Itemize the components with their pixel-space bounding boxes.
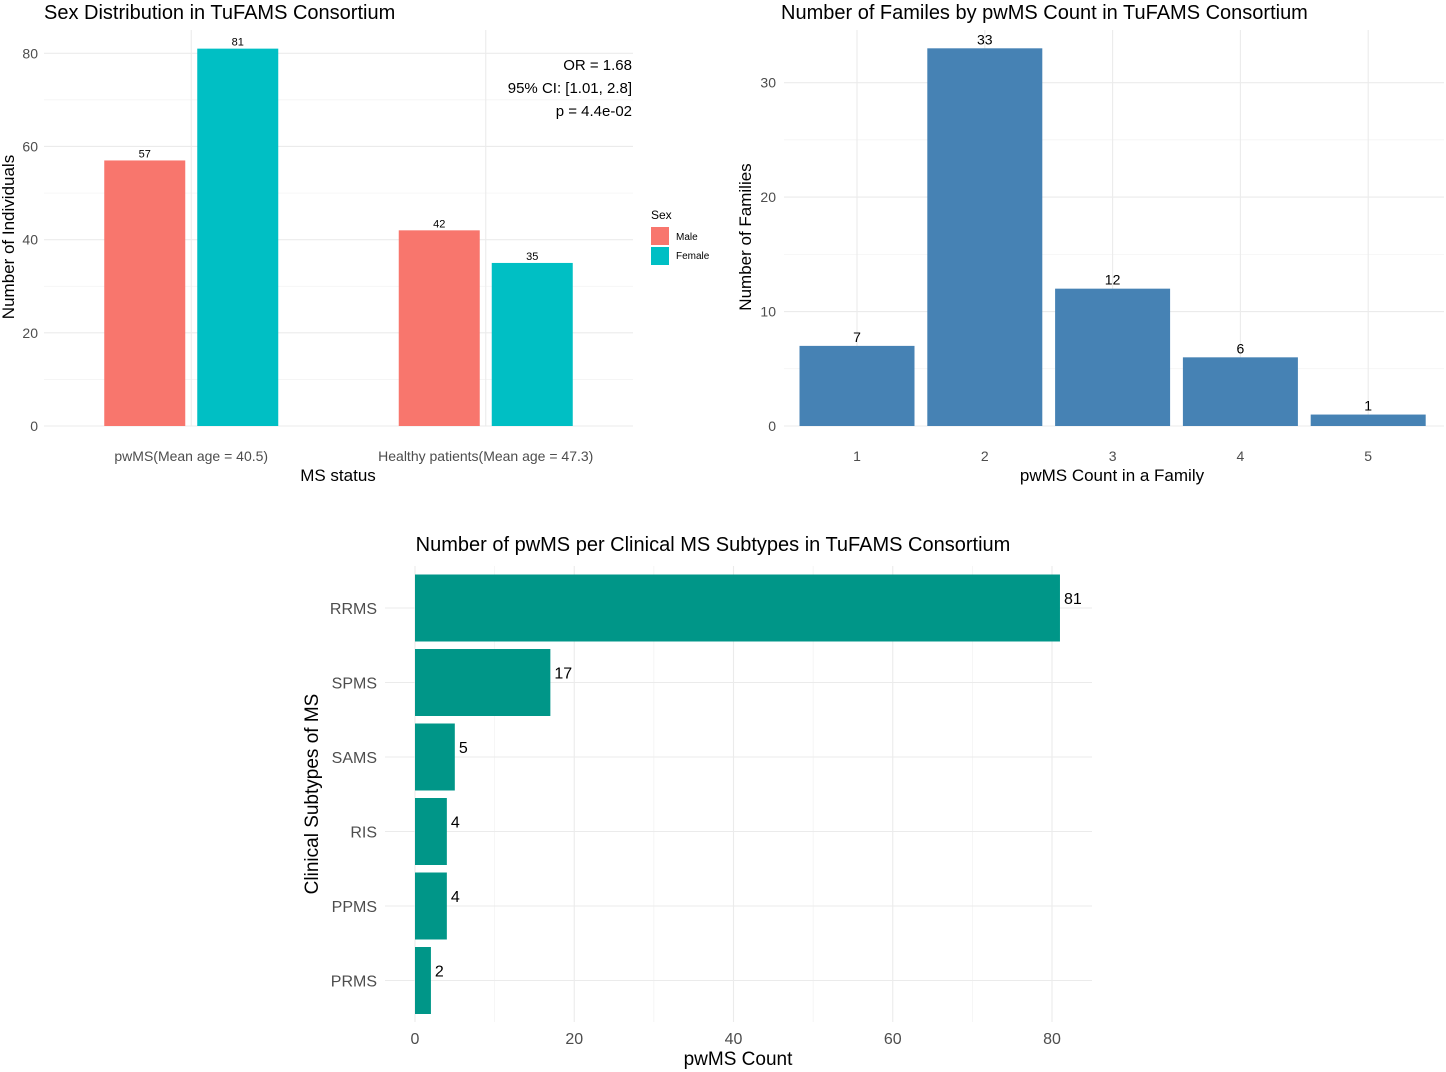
subtypes-chart: Number of pwMS per Clinical MS Subtypes … bbox=[302, 534, 1092, 1070]
data-label: 5 bbox=[459, 740, 468, 757]
y-tick-label: 40 bbox=[22, 232, 38, 248]
families-chart-x-axis-title: pwMS Count in a Family bbox=[1020, 466, 1205, 485]
x-tick-label: pwMS(Mean age = 40.5) bbox=[114, 448, 268, 464]
data-label: 4 bbox=[451, 889, 460, 906]
y-tick-label: PPMS bbox=[332, 899, 377, 916]
y-tick-label: RRMS bbox=[330, 601, 377, 618]
data-label: 17 bbox=[554, 666, 572, 683]
y-tick-label: PRMS bbox=[331, 974, 377, 991]
subtypes-chart-y-axis-title: Clinical Subtypes of MS bbox=[302, 694, 323, 895]
subtypes-chart-bars bbox=[415, 574, 1060, 1014]
data-label: 81 bbox=[1064, 591, 1082, 608]
bar-rrms bbox=[415, 574, 1060, 642]
sex-chart-title: Sex Distribution in TuFAMS Consortium bbox=[44, 2, 395, 24]
sex-chart-data-labels: 57 81 42 35 bbox=[139, 37, 539, 263]
bar-count-5 bbox=[1310, 414, 1426, 426]
legend-label-male: Male bbox=[676, 232, 698, 243]
y-tick-label: 20 bbox=[22, 325, 38, 341]
bar-female-pwms bbox=[197, 48, 279, 427]
bar-male-healthy bbox=[398, 230, 480, 426]
y-tick-label: 20 bbox=[760, 189, 776, 205]
x-tick-label: 3 bbox=[1109, 448, 1117, 464]
families-chart: Number of Familes by pwMS Count in TuFAM… bbox=[736, 2, 1444, 485]
families-chart-data-labels: 7 33 12 6 1 bbox=[853, 31, 1372, 413]
sex-chart-x-ticks: pwMS(Mean age = 40.5) Healthy patients(Me… bbox=[114, 448, 593, 464]
x-tick-label: Healthy patients(Mean age = 47.3) bbox=[378, 448, 593, 464]
bar-count-3 bbox=[1055, 288, 1171, 426]
y-tick-label: 60 bbox=[22, 138, 38, 154]
families-chart-x-ticks: 1 2 3 4 5 bbox=[853, 448, 1372, 464]
x-tick-label: 60 bbox=[884, 1031, 902, 1048]
bar-sams bbox=[415, 723, 455, 791]
odds-ratio-text: OR = 1.68 bbox=[563, 57, 632, 74]
sex-chart-y-ticks: 0 20 40 60 80 bbox=[22, 45, 38, 434]
subtypes-chart-x-axis-title: pwMS Count bbox=[684, 1049, 793, 1070]
data-label: 33 bbox=[977, 31, 993, 47]
legend-title: Sex bbox=[651, 208, 672, 222]
data-label: 35 bbox=[526, 251, 538, 263]
p-value-text: p = 4.4e-02 bbox=[556, 103, 632, 120]
sex-chart-bars bbox=[104, 48, 573, 427]
sex-distribution-chart: Sex Distribution in TuFAMS Consortium 57… bbox=[0, 2, 710, 485]
sex-chart-annotation: OR = 1.68 95% CI: [1.01, 2.8] p = 4.4e-0… bbox=[508, 57, 632, 120]
subtypes-chart-x-ticks: 0 20 40 60 80 bbox=[411, 1031, 1061, 1048]
sex-chart-y-axis-title: Number of Individuals bbox=[0, 155, 18, 319]
x-tick-label: 20 bbox=[565, 1031, 583, 1048]
families-chart-title: Number of Familes by pwMS Count in TuFAM… bbox=[781, 2, 1308, 24]
x-tick-label: 80 bbox=[1043, 1031, 1061, 1048]
bar-count-4 bbox=[1182, 357, 1298, 426]
confidence-interval-text: 95% CI: [1.01, 2.8] bbox=[508, 80, 632, 97]
legend-label-female: Female bbox=[676, 251, 710, 262]
y-tick-label: SPMS bbox=[332, 676, 377, 693]
y-tick-label: RIS bbox=[350, 825, 377, 842]
x-tick-label: 4 bbox=[1237, 448, 1245, 464]
bar-ris bbox=[415, 798, 447, 865]
data-label: 4 bbox=[451, 815, 460, 832]
x-tick-label: 40 bbox=[725, 1031, 743, 1048]
y-tick-label: 0 bbox=[30, 418, 38, 434]
bar-female-healthy bbox=[491, 262, 573, 426]
bar-ppms bbox=[415, 872, 447, 940]
bar-prms bbox=[415, 947, 431, 1014]
subtypes-chart-y-ticks: RRMS SPMS SAMS RIS PPMS PRMS bbox=[330, 601, 377, 991]
families-chart-y-axis-title: Number of Families bbox=[736, 163, 755, 310]
sex-chart-x-axis-title: MS status bbox=[300, 466, 376, 485]
y-tick-label: SAMS bbox=[332, 750, 377, 767]
families-chart-y-ticks: 0 10 20 30 bbox=[760, 75, 776, 434]
y-tick-label: 10 bbox=[760, 304, 776, 320]
x-tick-label: 5 bbox=[1364, 448, 1372, 464]
data-label: 2 bbox=[435, 964, 444, 981]
subtypes-chart-data-labels: 81 17 5 4 4 2 bbox=[435, 591, 1082, 981]
legend-swatch-female bbox=[651, 247, 669, 265]
bar-count-2 bbox=[927, 48, 1043, 427]
families-chart-bars bbox=[799, 48, 1426, 427]
x-tick-label: 1 bbox=[853, 448, 861, 464]
y-tick-label: 0 bbox=[768, 418, 776, 434]
x-tick-label: 0 bbox=[411, 1031, 420, 1048]
legend-swatch-male bbox=[651, 227, 669, 245]
data-label: 7 bbox=[853, 329, 861, 345]
x-tick-label: 2 bbox=[981, 448, 989, 464]
data-label: 57 bbox=[139, 148, 151, 160]
data-label: 1 bbox=[1364, 398, 1372, 414]
bar-count-1 bbox=[799, 345, 915, 426]
y-tick-label: 80 bbox=[22, 45, 38, 61]
y-tick-label: 30 bbox=[760, 75, 776, 91]
data-label: 42 bbox=[433, 218, 445, 230]
data-label: 6 bbox=[1237, 340, 1245, 356]
bar-male-pwms bbox=[104, 160, 186, 426]
data-label: 12 bbox=[1105, 272, 1121, 288]
sex-legend: Sex Male Female bbox=[651, 208, 710, 265]
bar-spms bbox=[415, 649, 551, 716]
data-label: 81 bbox=[232, 37, 244, 49]
subtypes-chart-title: Number of pwMS per Clinical MS Subtypes … bbox=[416, 534, 1011, 556]
